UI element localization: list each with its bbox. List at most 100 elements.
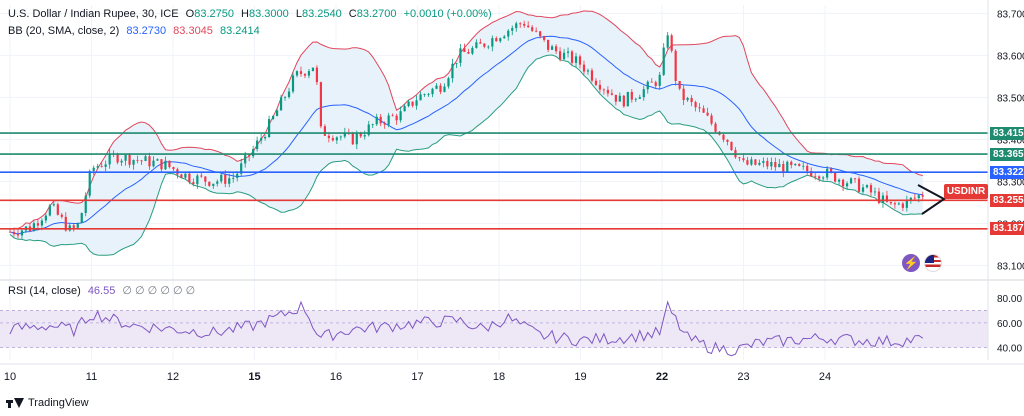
- candle-body: [873, 191, 877, 193]
- candle-body: [897, 203, 900, 205]
- candle-body: [881, 195, 885, 203]
- level-badge: 83.255: [990, 193, 1024, 207]
- candle-body: [439, 85, 442, 92]
- candle-body: [228, 178, 231, 184]
- candle-body: [762, 160, 765, 163]
- candle-body: [499, 38, 502, 42]
- candle-body: [8, 231, 12, 233]
- candle-body: [96, 166, 99, 168]
- candle-body: [810, 171, 813, 177]
- candle-body: [32, 223, 36, 232]
- close-value: 83.2700: [356, 8, 397, 20]
- candle-body: [869, 185, 873, 193]
- candle-body: [244, 155, 247, 164]
- candle-body: [674, 50, 677, 81]
- price-tick-label: 83.300: [997, 177, 1024, 188]
- candle-body: [287, 91, 291, 98]
- candle-body: [830, 168, 833, 173]
- candle-body: [590, 70, 594, 81]
- candle-body: [598, 84, 602, 90]
- candle-body: [782, 163, 785, 173]
- candle-body: [634, 98, 637, 100]
- candle-body: [893, 203, 896, 205]
- candle-body: [622, 95, 625, 107]
- candle-body: [483, 43, 486, 47]
- bb-upper-line: [9, 10, 923, 230]
- arrow-icon: [917, 184, 946, 215]
- candle-body: [423, 94, 426, 96]
- candle-body: [411, 101, 414, 106]
- candle-body: [586, 70, 590, 72]
- candle-body: [806, 165, 809, 172]
- candle-body: [64, 216, 67, 231]
- candle-body: [299, 71, 303, 74]
- brand: TradingView: [6, 397, 89, 409]
- us-flag-icon[interactable]: [924, 254, 942, 272]
- candle-body: [451, 63, 454, 79]
- candle-body: [706, 112, 709, 116]
- price-tick-label: 83.500: [997, 93, 1024, 104]
- candle-body: [523, 23, 526, 26]
- candle-body: [845, 183, 849, 187]
- lightning-icon[interactable]: ⚡: [902, 254, 920, 272]
- time-tick-label: 23: [737, 371, 749, 383]
- candle-body: [387, 115, 390, 125]
- candle-body: [260, 138, 263, 141]
- candle-body: [606, 89, 610, 94]
- candle-body: [558, 51, 562, 60]
- candle-body: [754, 159, 757, 165]
- candle-body: [152, 160, 155, 167]
- time-tick-label: 18: [493, 371, 505, 383]
- candle-body: [642, 89, 645, 98]
- candle-body: [180, 174, 183, 178]
- candle-body: [630, 91, 633, 100]
- candle-body: [487, 46, 490, 48]
- candle-body: [355, 133, 358, 145]
- price-tick-label: 83.600: [997, 51, 1024, 62]
- candle-body: [172, 167, 175, 170]
- level-badge: 83.187: [990, 222, 1024, 236]
- candle-body: [682, 88, 685, 101]
- candle-body: [798, 163, 801, 166]
- candle-body: [443, 86, 446, 92]
- candle-body: [36, 223, 40, 226]
- candle-body: [283, 97, 287, 98]
- candle-body: [566, 51, 570, 53]
- tradingview-logo-icon: [6, 398, 24, 408]
- open-value: 83.2750: [194, 8, 234, 20]
- candle-body: [730, 141, 733, 151]
- candle-body: [678, 80, 681, 89]
- candle-body: [913, 197, 916, 199]
- bb-basis-value: 83.2730: [126, 25, 167, 37]
- candle-body: [554, 46, 558, 52]
- candle-body: [371, 124, 374, 126]
- candle-body: [467, 51, 470, 54]
- candle-body: [88, 171, 91, 196]
- low-value: 83.2540: [301, 8, 342, 20]
- candle-body: [252, 149, 255, 157]
- candle-body: [212, 183, 215, 186]
- candle-body: [455, 62, 458, 64]
- bb-upper-value: 83.3045: [173, 25, 213, 37]
- candle-body: [256, 140, 259, 150]
- candle-body: [307, 71, 311, 76]
- candle-body: [515, 23, 518, 29]
- candle-body: [208, 181, 211, 186]
- symbol-tag[interactable]: USDINR: [944, 184, 988, 199]
- candle-body: [889, 201, 893, 204]
- time-tick-label: 24: [819, 371, 831, 383]
- candle-body: [104, 164, 107, 167]
- candle-body: [694, 102, 697, 108]
- candle-body: [853, 178, 857, 180]
- candle-body: [120, 160, 123, 163]
- high-label: H: [241, 8, 249, 20]
- time-tick-label: 15: [248, 371, 260, 383]
- rsi-legend: RSI (14, close) 46.55 ∅ ∅ ∅ ∅ ∅ ∅: [8, 284, 199, 297]
- candle-body: [156, 159, 159, 161]
- candle-body: [909, 197, 912, 200]
- candle-body: [40, 220, 43, 226]
- candle-body: [778, 163, 781, 168]
- level-badge: 83.322: [990, 165, 1024, 179]
